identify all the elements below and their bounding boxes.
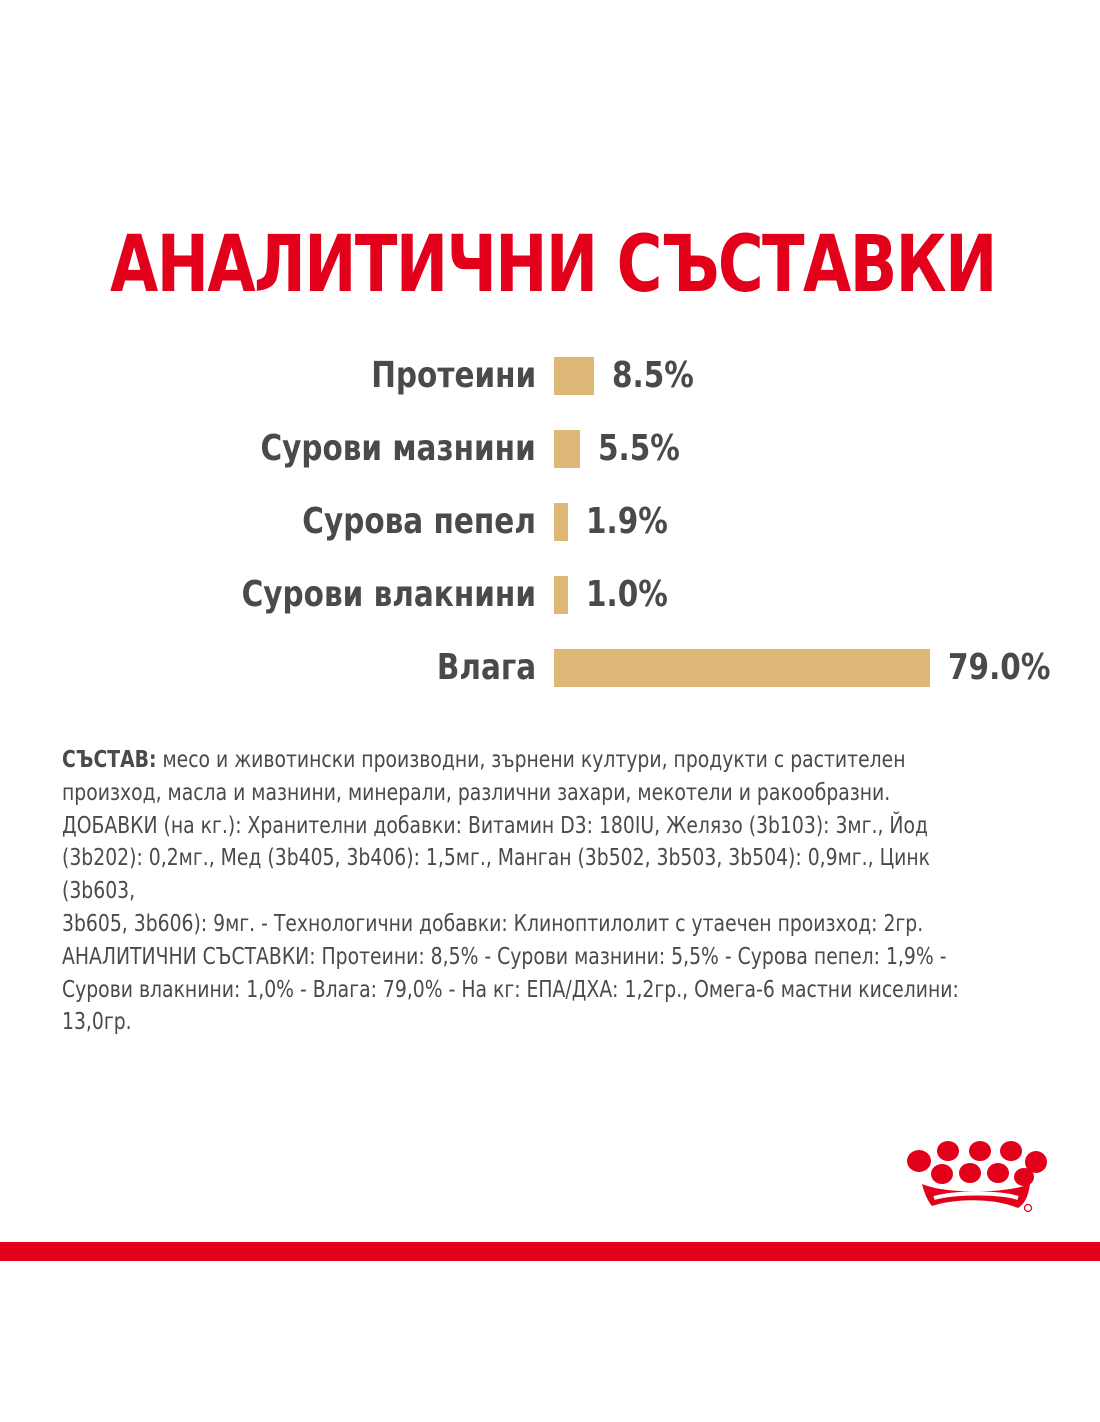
- bar: [554, 649, 930, 687]
- value-label: 1.0%: [586, 574, 668, 615]
- category-label: Влага: [436, 647, 536, 688]
- composition-text: СЪСТАВ: месо и животински производни, зъ…: [62, 743, 990, 1038]
- category-label: Сурова пепел: [302, 501, 536, 542]
- category-label: Сурови мазнини: [260, 428, 536, 469]
- value-label: 79.0%: [948, 647, 1051, 688]
- composition-line-7: Сурови влакнини: 1,0% - Влага: 79,0% - Н…: [62, 974, 959, 1003]
- composition-line-4: (3b202): 0,2мг., Мед (3b405, 3b406): 1,5…: [62, 843, 931, 905]
- nutrient-bar-chart: Протеини 8.5% Сурови мазнини 5.5% Сурова пеп…: [241, 355, 1051, 688]
- bar: [554, 357, 595, 395]
- value-label: 1.9%: [586, 501, 668, 542]
- value-label: 5.5%: [598, 428, 681, 469]
- composition-heading: СЪСТАВ:: [62, 745, 157, 773]
- composition-line-3: ДОБАВКИ (на кг.): Хранителни добавки: Ви…: [62, 810, 928, 839]
- composition-line-5: 3b605, 3b606): 9мг. - Технологични добав…: [62, 908, 924, 937]
- composition-line-1: СЪСТАВ: месо и животински производни, зъ…: [62, 743, 990, 776]
- bar: [554, 430, 581, 468]
- bar: [554, 503, 568, 541]
- value-label: 8.5%: [612, 355, 695, 396]
- royal-crown-logo-icon: [907, 1141, 1047, 1213]
- bar: [554, 576, 568, 614]
- composition-line-6: АНАЛИТИЧНИ СЪСТАВКИ: Протеини: 8,5% - Су…: [62, 941, 947, 970]
- category-label: Протеини: [370, 355, 536, 396]
- composition-line-2: произход, масла и мазнини, минерали, раз…: [62, 777, 891, 806]
- category-label: Сурови влакнини: [241, 574, 536, 615]
- footer-red-stripe: [0, 1242, 1100, 1261]
- composition-line-1-text: месо и животински производни, зърнени ку…: [156, 745, 906, 773]
- composition-line-8: 13,0гр.: [62, 1007, 132, 1036]
- chart-title: АНАЛИТИЧНИ СЪСТАВКИ: [110, 220, 997, 310]
